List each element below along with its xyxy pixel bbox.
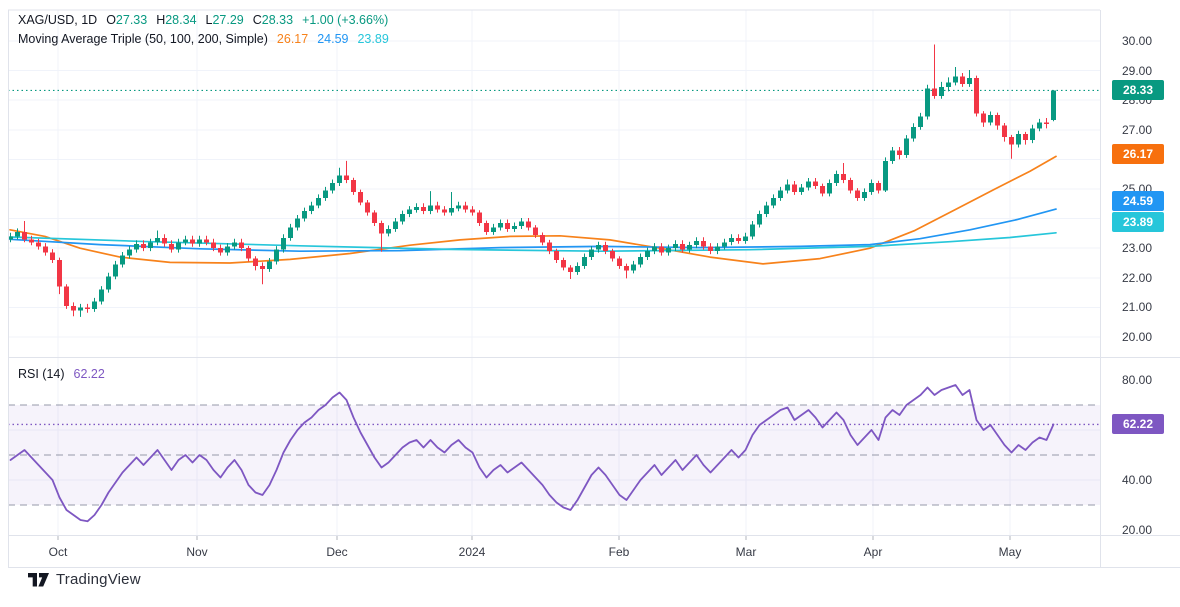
price-axis-label: 23.00 — [1122, 241, 1153, 256]
price-axis-label: 21.00 — [1122, 300, 1153, 315]
price-axis-label: 30.00 — [1122, 34, 1153, 48]
rsi-legend[interactable]: RSI (14) 62.22 — [18, 366, 105, 382]
ma-legend[interactable]: Moving Average Triple (50, 100, 200, Sim… — [18, 31, 389, 47]
symbol-legend[interactable]: XAG/USD, 1D O27.33 H28.34 L27.29 C28.33 +1.00… — [18, 12, 388, 28]
time-axis-label: Nov — [186, 545, 208, 559]
rsi-axis-label: 40.00 — [1122, 473, 1153, 487]
rsi-legend-value: 62.22 — [73, 367, 105, 381]
price-axis-label: 22.00 — [1122, 270, 1153, 285]
price-badge-sma200: 23.89 — [1112, 211, 1164, 232]
tradingview-attribution[interactable]: TradingView — [28, 571, 141, 588]
time-axis-label: Dec — [326, 545, 348, 559]
symbol-title[interactable]: XAG/USD, 1D — [18, 13, 98, 27]
tradingview-wordmark: TradingView — [56, 571, 141, 588]
tradingview-logo-icon — [28, 572, 49, 587]
change-value: +1.00 (+3.66%) — [302, 13, 389, 27]
time-axis-label: May — [998, 545, 1022, 559]
time-axis-label: Apr — [863, 545, 883, 559]
price-axis-label: 29.00 — [1122, 63, 1153, 78]
ohlc-open-label: O — [106, 13, 116, 27]
ohlc-close-value: 28.33 — [261, 13, 294, 27]
sma200-value: 23.89 — [357, 32, 389, 46]
sma100-value: 24.59 — [317, 32, 349, 46]
rsi-axis-label: 80.00 — [1122, 373, 1153, 387]
price-axis-label: 27.00 — [1122, 122, 1153, 137]
rsi-legend-name: RSI (14) — [18, 367, 65, 381]
ohlc-high-label: H — [156, 13, 166, 27]
sma50-value: 26.17 — [276, 32, 309, 46]
ohlc-low-label: L — [205, 13, 213, 27]
ma-legend-name: Moving Average Triple (50, 100, 200, Sim… — [18, 32, 268, 46]
ohlc-high-value: 28.34 — [165, 13, 197, 27]
time-axis-label: 2024 — [458, 545, 486, 559]
price-axis-label: 20.00 — [1122, 330, 1153, 344]
time-axis[interactable] — [8, 535, 1100, 567]
time-axis-label: Mar — [735, 545, 757, 559]
price-badge-sma100: 24.59 — [1112, 191, 1164, 212]
time-axis-label: Oct — [48, 545, 68, 559]
price-badge-sma50: 26.17 — [1112, 144, 1164, 165]
rsi-axis-label: 20.00 — [1122, 523, 1153, 537]
rsi-badge: 62.22 — [1112, 414, 1164, 435]
ohlc-low-value: 27.29 — [212, 13, 244, 27]
price-badge-close: 28.33 — [1112, 80, 1164, 101]
time-axis-label: Feb — [608, 545, 630, 559]
ohlc-close-label: C — [252, 13, 262, 27]
ohlc-open-value: 27.33 — [115, 13, 148, 27]
